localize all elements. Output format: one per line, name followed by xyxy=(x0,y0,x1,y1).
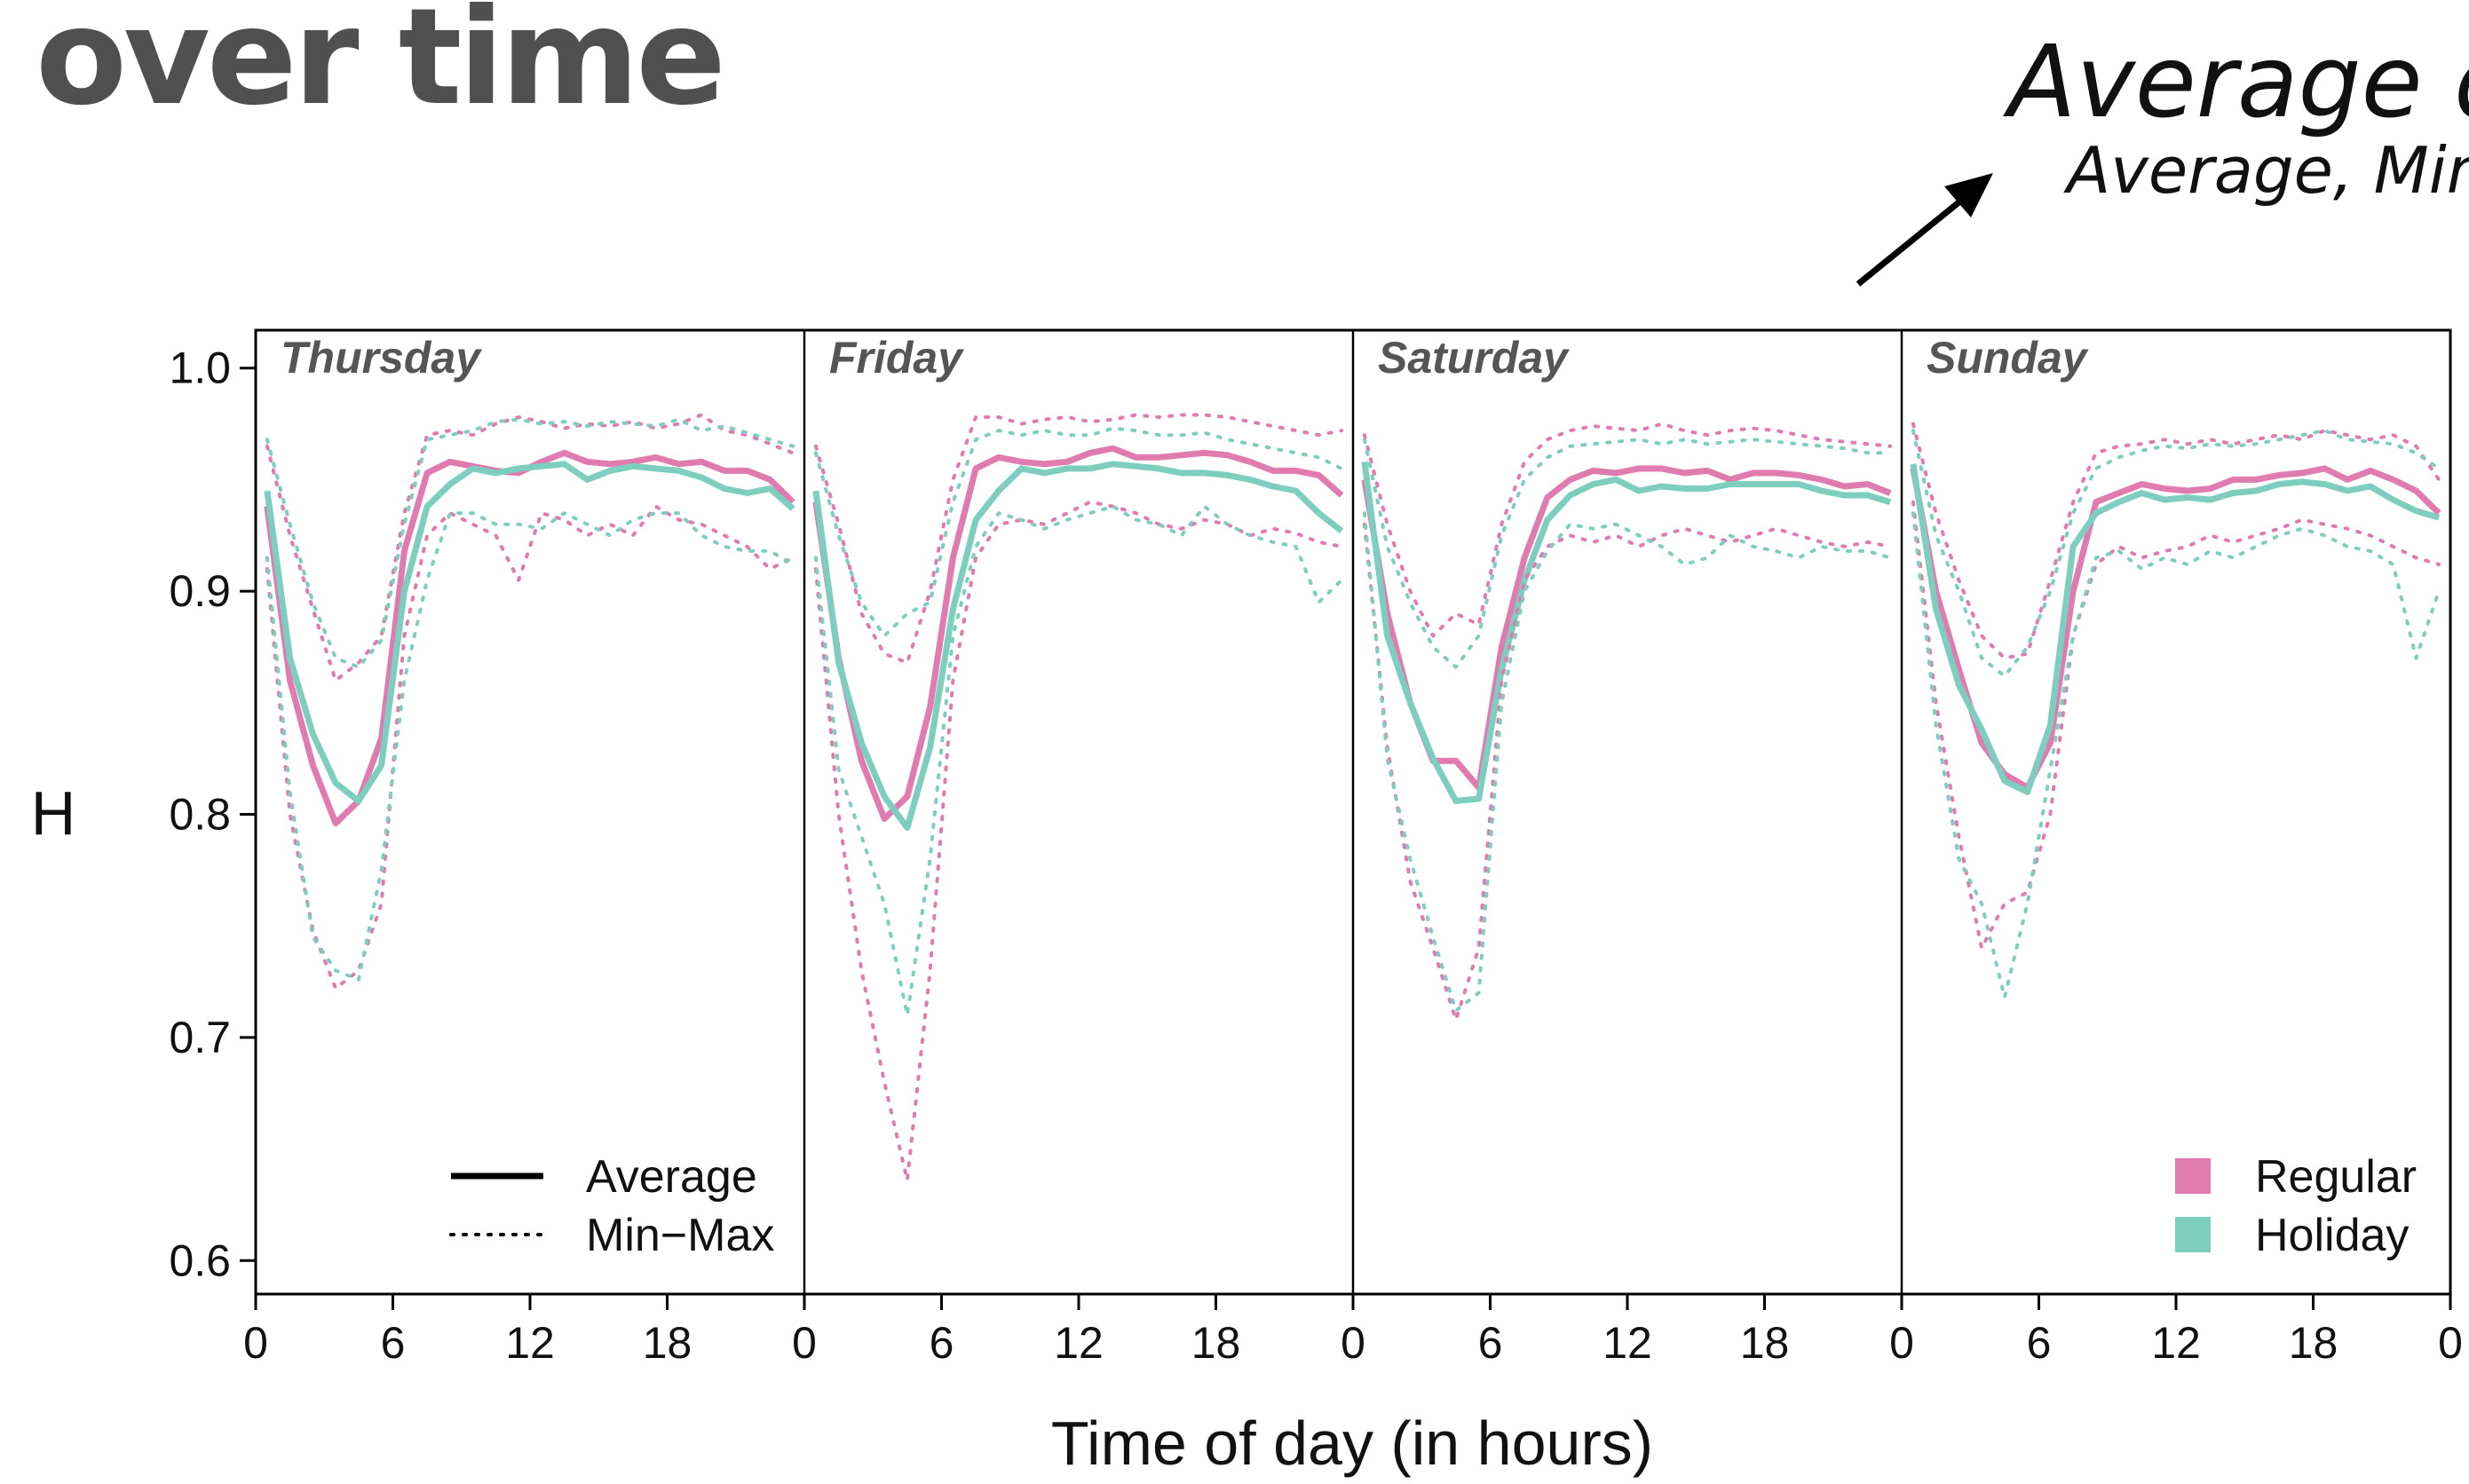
legend-label-solid: Average xyxy=(586,1151,757,1203)
x-axis-label: Time of day (in hours) xyxy=(1051,1409,1653,1478)
y-tick-label: 0.9 xyxy=(169,566,231,616)
series-line-sunday-regular-max xyxy=(1911,422,2441,660)
legend-line-styles: Average Min−Max xyxy=(449,1151,774,1261)
y-axis-label: H xyxy=(31,778,76,848)
panel-label-thursday: Thursday xyxy=(281,333,482,383)
x-tick-label: 18 xyxy=(1191,1318,1241,1368)
x-tick-label: 0 xyxy=(1889,1318,1914,1368)
x-tick-label: 18 xyxy=(643,1318,692,1368)
x-tick-label: 0 xyxy=(792,1318,817,1368)
x-tick-label: 6 xyxy=(930,1318,954,1368)
series-line-thursday-regular-min xyxy=(265,504,795,991)
x-tick-label: 6 xyxy=(2027,1318,2052,1368)
x-tick-label: 6 xyxy=(1478,1318,1503,1368)
y-tick-label: 1.0 xyxy=(169,343,231,393)
x-tick-label: 12 xyxy=(1602,1318,1652,1368)
series-line-thursday-holiday-max xyxy=(265,417,795,669)
series-line-saturday-holiday-average xyxy=(1361,461,1892,804)
legend-label-dotted: Min−Max xyxy=(586,1210,774,1261)
series-line-saturday-holiday-max xyxy=(1362,438,1893,669)
series-line-thursday-regular-max xyxy=(265,413,795,683)
x-tick-label: 0 xyxy=(2438,1318,2463,1368)
page-title: over time xyxy=(36,0,726,135)
x-tick-label: 12 xyxy=(1054,1318,1104,1368)
x-tick-label: 18 xyxy=(2289,1318,2338,1368)
series-line-friday-regular-min xyxy=(813,500,1344,1182)
legend-swatch-holiday xyxy=(2175,1217,2211,1252)
series-line-sunday-holiday-min xyxy=(1911,511,2441,999)
arrow-icon xyxy=(1856,173,1993,287)
series-line-sunday-holiday-max xyxy=(1911,429,2441,678)
y-tick-label: 0.7 xyxy=(169,1013,231,1062)
legend-label-holiday: Holiday xyxy=(2255,1210,2409,1261)
x-tick-label: 18 xyxy=(1740,1318,1790,1368)
plot-area xyxy=(264,413,2441,1182)
panel-label-saturday: Saturday xyxy=(1378,333,1570,383)
y-tick-label: 0.8 xyxy=(169,790,231,840)
series-line-friday-holiday-min xyxy=(813,504,1344,1017)
series-line-saturday-regular-max xyxy=(1362,422,1893,638)
aside-subtitle: Average, Min xyxy=(2067,133,2469,208)
x-tick-label: 12 xyxy=(2151,1318,2201,1368)
legend-swatch-regular xyxy=(2175,1158,2211,1194)
series-line-friday-holiday-max xyxy=(813,426,1344,638)
series-line-thursday-holiday-average xyxy=(264,461,795,804)
series-line-thursday-holiday-min xyxy=(265,511,795,982)
series-line-friday-regular-average xyxy=(812,445,1344,822)
aside-title: Average di xyxy=(2008,25,2469,140)
series-line-saturday-regular-average xyxy=(1361,465,1892,791)
axes: Thursday Friday Saturday Sunday 0.6 0.7 0.8 0.9… xyxy=(169,328,2463,1368)
panel-label-friday: Friday xyxy=(829,333,964,383)
x-tick-label: 6 xyxy=(381,1318,406,1368)
series-line-thursday-regular-average xyxy=(264,449,795,827)
series-line-sunday-regular-average xyxy=(1910,465,2441,791)
series-line-sunday-holiday-average xyxy=(1910,463,2441,795)
series-line-saturday-holiday-min xyxy=(1362,511,1893,1013)
x-tick-label: 12 xyxy=(505,1318,555,1368)
y-tick-label: 0.6 xyxy=(169,1235,231,1285)
series-line-friday-regular-max xyxy=(813,413,1344,665)
legend-series: Regular Holiday xyxy=(2175,1151,2417,1261)
series-line-friday-holiday-average xyxy=(812,461,1344,832)
series-line-sunday-regular-min xyxy=(1911,500,2441,951)
x-tick-label: 0 xyxy=(243,1318,268,1368)
legend-label-regular: Regular xyxy=(2255,1151,2417,1203)
panel-label-sunday: Sunday xyxy=(1927,333,2089,383)
x-tick-label: 0 xyxy=(1341,1318,1365,1368)
